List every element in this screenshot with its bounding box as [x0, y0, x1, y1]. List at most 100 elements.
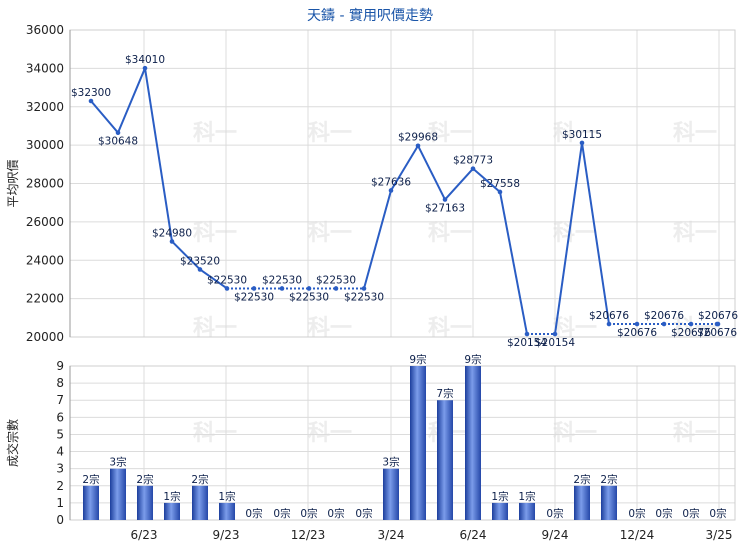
series-line-segment	[444, 167, 474, 201]
data-point	[661, 321, 667, 327]
bar-label: 1宗	[491, 490, 508, 503]
data-label: $22530	[234, 291, 274, 303]
x-tick-label: 9/23	[213, 528, 240, 542]
watermark-text: 科一	[673, 121, 717, 146]
data-point	[306, 286, 312, 291]
data-label: $29968	[398, 132, 438, 144]
bar	[492, 502, 508, 520]
data-label: $24980	[152, 227, 192, 239]
data-point	[251, 286, 257, 291]
data-point	[552, 331, 558, 337]
bar	[519, 502, 535, 520]
bar-label: 0宗	[327, 507, 344, 520]
data-label: $20676	[644, 310, 684, 322]
watermark-text: 科一	[673, 421, 717, 446]
series-line-segment	[390, 145, 419, 192]
data-label: $22530	[207, 274, 247, 286]
data-label: $20676	[698, 310, 738, 322]
bar-label: 0宗	[273, 507, 290, 520]
y-tick-label: 0	[56, 513, 64, 527]
data-point	[142, 65, 148, 71]
data-label: $27636	[371, 176, 411, 188]
watermark-text: 科一	[308, 121, 352, 146]
bar	[601, 485, 617, 520]
data-label: $20154	[507, 337, 547, 349]
watermark-text: 科一	[193, 121, 237, 146]
data-label: $22530	[344, 291, 384, 303]
bar-label: 1宗	[518, 490, 535, 503]
bar-label: 0宗	[355, 507, 372, 520]
data-point	[688, 321, 694, 327]
series-line-segment	[117, 67, 146, 134]
bar	[383, 468, 399, 520]
series-line-segment	[144, 68, 173, 242]
watermark-text: 科一	[308, 221, 352, 246]
bar	[137, 485, 153, 520]
data-label: $30648	[98, 136, 138, 148]
bar	[574, 485, 590, 520]
bar-label: 9宗	[464, 353, 481, 366]
series-line-segment	[554, 142, 583, 335]
y-tick-label: 9	[56, 359, 64, 373]
data-label: $22530	[262, 274, 302, 286]
bar-label: 0宗	[546, 507, 563, 520]
data-label: $20676	[671, 327, 711, 339]
data-label: $22530	[289, 291, 329, 303]
data-point	[197, 267, 203, 272]
chart-title: 天鑄 - 實用呎價走勢	[307, 7, 433, 24]
bar-label: 0宗	[682, 507, 699, 520]
series-line-segment	[171, 240, 201, 271]
x-tick-label: 9/24	[542, 528, 569, 542]
y-tick-label: 2	[56, 479, 64, 493]
data-label: $20676	[697, 327, 737, 339]
data-point	[333, 286, 339, 291]
data-label: $30115	[562, 129, 602, 141]
data-point	[224, 286, 230, 291]
bar	[83, 485, 99, 520]
data-point	[442, 197, 448, 202]
data-label: $20676	[589, 310, 629, 322]
data-point	[88, 98, 94, 104]
y-tick-label: 5	[56, 427, 64, 441]
data-point	[415, 143, 421, 149]
y-tick-label: 22000	[26, 292, 64, 306]
series-line-segment	[90, 100, 119, 134]
bar-label: 0宗	[300, 507, 317, 520]
y-tick-label: 20000	[26, 330, 64, 344]
data-label: $27558	[480, 178, 520, 190]
data-label: $22530	[316, 274, 356, 286]
data-label: $20154	[535, 337, 575, 349]
data-point	[388, 188, 394, 193]
series-line-segment	[472, 167, 501, 193]
y-tick-label: 26000	[26, 215, 64, 229]
bar	[219, 502, 235, 520]
data-point	[470, 166, 476, 171]
y-tick-label: 4	[56, 445, 64, 459]
y-tick-label: 34000	[26, 61, 64, 75]
watermark-text: 科一	[193, 221, 237, 246]
bar	[465, 366, 481, 520]
data-label: $32300	[71, 87, 111, 99]
data-point	[579, 140, 585, 146]
y-tick-label: 32000	[26, 100, 64, 114]
watermark-text: 科一	[193, 421, 237, 446]
bar	[164, 502, 180, 520]
y-tick-label: 8	[56, 376, 64, 390]
x-tick-label: 12/23	[291, 528, 326, 542]
bar	[192, 485, 208, 520]
bar	[410, 366, 426, 520]
series-line-segment	[499, 191, 528, 335]
y-tick-label: 36000	[26, 23, 64, 37]
data-label: $20676	[617, 327, 657, 339]
data-label: $34010	[125, 54, 165, 66]
series-line-segment	[581, 142, 610, 325]
series-line-segment	[417, 145, 446, 201]
bar-label: 2宗	[600, 473, 617, 486]
watermark-text: 科一	[553, 121, 597, 146]
bar-label: 2宗	[573, 473, 590, 486]
bar-label: 3宗	[109, 456, 126, 469]
bar-label: 2宗	[136, 473, 153, 486]
data-label: $27163	[425, 203, 465, 215]
series-line-segment	[199, 268, 228, 290]
bar	[110, 468, 126, 520]
